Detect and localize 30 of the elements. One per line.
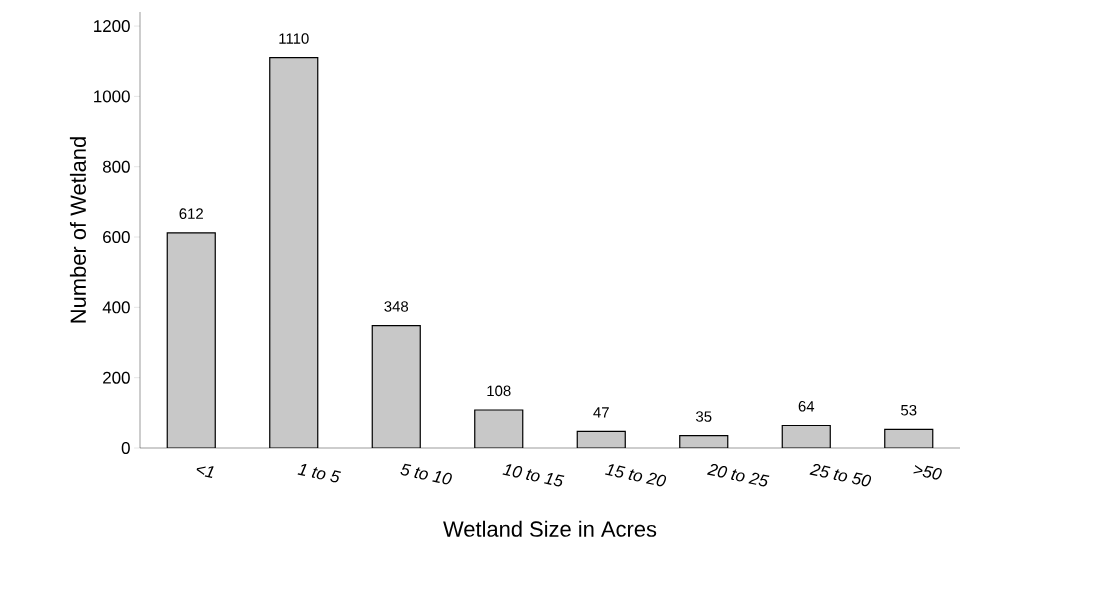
x-axis-title: Wetland Size in Acres (443, 520, 657, 537)
data-label: 612 (179, 208, 203, 219)
x-tick-label: 10 to 15 (502, 464, 565, 487)
bar (371, 325, 421, 448)
data-label: 348 (384, 301, 409, 312)
data-label: 108 (487, 385, 511, 397)
bar (474, 409, 524, 448)
y-tick-label: 400 (102, 301, 130, 314)
data-label: 1110 (279, 33, 309, 44)
data-label: 35 (696, 411, 712, 422)
data-label: 53 (901, 404, 917, 416)
y-axis-title: Number of Wetland (69, 137, 86, 323)
x-tick-label: 5 to 10 (400, 463, 452, 485)
data-label: 47 (593, 407, 609, 418)
bar (166, 232, 216, 448)
bar (781, 424, 831, 448)
y-tick-label: 600 (103, 231, 130, 244)
x-tick-label: 15 to 20 (605, 464, 667, 487)
y-tick-label: 800 (102, 160, 130, 173)
x-tick-label: 20 to 25 (707, 463, 770, 487)
x-tick-label: >50 (913, 465, 942, 480)
y-tick-label: 1200 (94, 20, 130, 33)
y-tick-label: 0 (121, 442, 130, 454)
data-label: 64 (798, 401, 815, 412)
y-tick-label: 1000 (94, 90, 130, 103)
bar (269, 57, 319, 448)
x-tick-label: 1 to 5 (297, 464, 342, 483)
y-tick-label: 200 (103, 371, 130, 384)
x-tick-label: <1 (196, 466, 214, 478)
x-tick-label: 25 to 50 (809, 463, 872, 487)
